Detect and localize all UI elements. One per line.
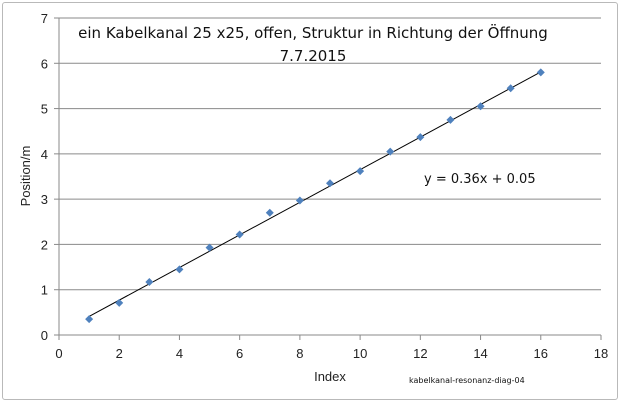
x-tick-label: 8 <box>296 346 303 361</box>
y-tick-label: 0 <box>41 328 48 343</box>
data-points <box>85 68 545 324</box>
data-point <box>145 278 154 287</box>
y-axis-title: Position/m <box>18 146 33 207</box>
data-point <box>446 115 455 124</box>
trendline-line <box>88 71 542 317</box>
trendline <box>88 71 542 317</box>
chart-title: ein Kabelkanal 25 x25, offen, Struktur i… <box>78 23 548 42</box>
data-point <box>476 102 485 111</box>
chart-annotation: kabelkanal-resonanz-diag-04 <box>409 376 525 385</box>
grid-lines <box>59 17 601 291</box>
y-tick-label: 7 <box>41 11 48 26</box>
y-tick-label: 3 <box>41 192 48 207</box>
x-tick-label: 16 <box>534 346 548 361</box>
data-point <box>205 243 214 252</box>
data-point <box>235 230 244 239</box>
x-tick-label: 18 <box>594 346 608 361</box>
x-tick-label: 6 <box>236 346 243 361</box>
chart-subtitle: 7.7.2015 <box>280 47 347 65</box>
data-point <box>386 147 395 156</box>
x-tick-label: 0 <box>55 346 62 361</box>
y-tick-label: 6 <box>41 56 48 71</box>
data-point <box>416 133 425 142</box>
data-point <box>115 298 124 307</box>
x-tick-label: 12 <box>413 346 427 361</box>
data-point <box>265 208 274 217</box>
y-tick-label: 4 <box>41 147 48 162</box>
axes <box>54 17 602 340</box>
data-point <box>326 179 334 188</box>
x-tick-label: 10 <box>353 346 367 361</box>
data-point <box>356 167 365 176</box>
data-point <box>536 68 545 77</box>
data-point <box>175 265 184 274</box>
y-tick-label: 5 <box>41 102 48 117</box>
x-axis-title: Index <box>314 369 346 384</box>
trendline-equation: y = 0.36x + 0.05 <box>424 172 536 187</box>
x-tick-label: 14 <box>473 346 487 361</box>
y-tick-label: 1 <box>41 283 48 298</box>
x-tick-label: 2 <box>116 346 123 361</box>
data-point <box>85 315 94 324</box>
data-point <box>506 84 515 93</box>
y-tick-label: 2 <box>41 237 48 252</box>
data-point <box>295 196 304 205</box>
x-tick-label: 4 <box>176 346 183 361</box>
chart-frame <box>2 2 618 400</box>
